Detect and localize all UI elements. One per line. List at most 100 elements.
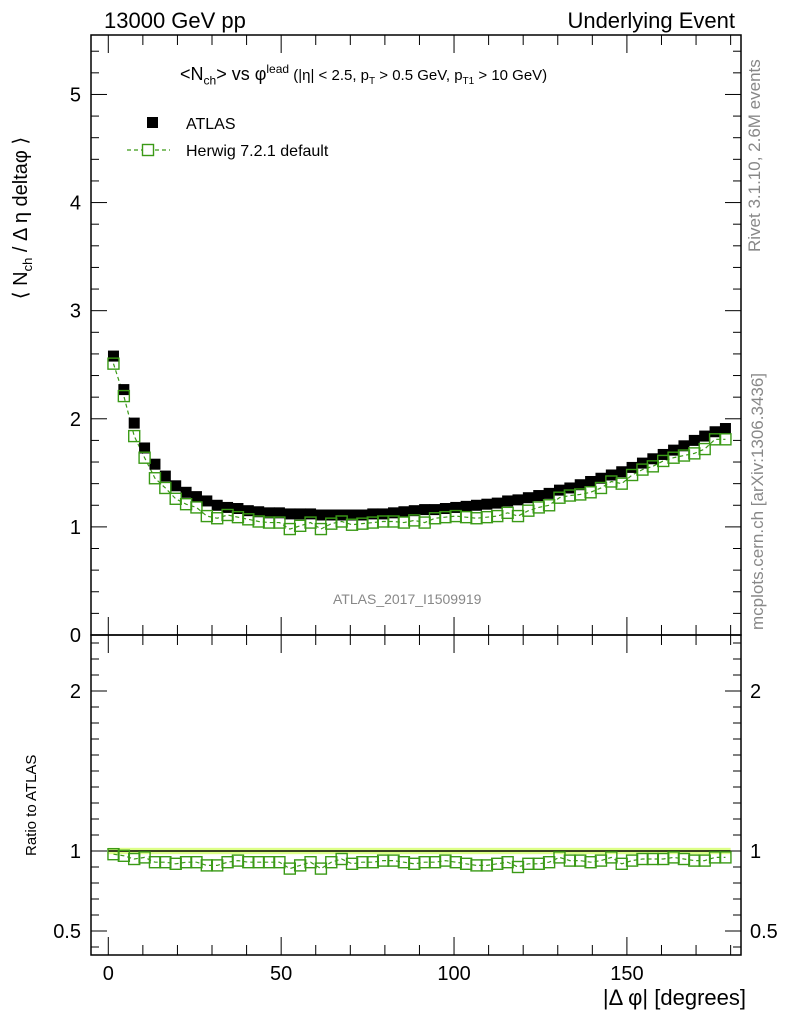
analysis-watermark: ATLAS_2017_I1509919 [333, 591, 482, 607]
herwig-point [719, 433, 732, 446]
herwig-point [117, 389, 131, 403]
legend-label-atlas: ATLAS [186, 116, 236, 133]
herwig-point [594, 481, 608, 495]
atlas-point [636, 457, 648, 469]
atlas-point [388, 507, 400, 519]
atlas-point [305, 508, 317, 520]
ratio-herwig-point [719, 851, 732, 864]
header-analysis-label: Underlying Event [567, 8, 735, 33]
herwig-point [293, 519, 307, 533]
atlas-point [190, 491, 202, 503]
atlas-point [616, 466, 628, 478]
atlas-point [553, 484, 565, 496]
y-tick-label-ratio: 2 [70, 681, 81, 703]
ratio-ylabel: Ratio to ATLAS [23, 754, 40, 856]
rivet-watermark: Rivet 3.1.10, 2.6M events [745, 59, 764, 252]
atlas-point [709, 426, 721, 438]
y-tick-label-ratio: 0.5 [53, 921, 81, 943]
atlas-point [626, 461, 638, 473]
atlas-point [678, 440, 690, 452]
atlas-point [107, 350, 119, 362]
y-tick-label-main: 4 [70, 193, 81, 215]
herwig-point [677, 449, 691, 462]
atlas-point [139, 442, 151, 454]
legend: ATLAS Herwig 7.2.1 default [127, 116, 329, 160]
atlas-point [471, 499, 483, 511]
ratio-herwig-point [283, 862, 297, 875]
herwig-point [190, 501, 203, 514]
atlas-point [356, 509, 368, 521]
atlas-point [263, 507, 275, 519]
atlas-point [699, 430, 711, 442]
main-ylabel: ⟨ Nch / Δ η deltaφ ⟩ [10, 136, 35, 300]
y-tick-label-ratio-right: 0.5 [750, 921, 778, 943]
herwig-point [128, 429, 141, 443]
x-tick-label: 100 [437, 963, 470, 985]
x-tick-label: 150 [610, 963, 643, 985]
herwig-point [169, 492, 182, 505]
ratio-herwig-point [605, 851, 618, 864]
ratio-herwig-point [304, 856, 317, 869]
atlas-point [543, 487, 555, 499]
main-series [107, 350, 732, 536]
atlas-point [647, 453, 659, 465]
atlas-point [512, 494, 524, 506]
herwig-point [148, 472, 162, 485]
ratio-series [107, 847, 732, 875]
atlas-point [605, 469, 617, 481]
ratio-herwig-point [314, 862, 328, 875]
atlas-point [253, 506, 265, 518]
atlas-point [315, 509, 327, 521]
atlas-point [242, 505, 254, 517]
atlas-point [398, 506, 410, 518]
x-axis-label: |Δ φ| [degrees] [602, 985, 746, 1010]
atlas-point [201, 495, 213, 507]
atlas-point [585, 475, 597, 487]
ratio-panel-frame [90, 634, 742, 956]
atlas-point [408, 505, 420, 517]
atlas-point [491, 497, 503, 509]
atlas-point [481, 498, 493, 510]
atlas-point [222, 501, 234, 513]
atlas-point [346, 509, 358, 521]
atlas-point [419, 504, 431, 516]
herwig-point [511, 509, 525, 523]
legend-marker-herwig [141, 143, 155, 157]
legend-label-herwig: Herwig 7.2.1 default [186, 143, 329, 160]
atlas-point [118, 384, 130, 396]
atlas-point [574, 479, 586, 491]
atlas-point [595, 472, 607, 484]
herwig-point [314, 522, 328, 536]
atlas-point [128, 417, 140, 429]
atlas-point [668, 444, 680, 456]
main-title: <Nch> vs φlead (|η| < 2.5, pT > 0.5 GeV,… [180, 62, 548, 88]
axis-ticks [91, 35, 741, 955]
atlas-point [273, 507, 285, 519]
herwig-point [542, 499, 556, 512]
x-tick-label: 50 [270, 963, 292, 985]
atlas-point [522, 492, 534, 504]
herwig-point [159, 481, 172, 495]
ratio-herwig-point [511, 860, 525, 874]
atlas-point [502, 495, 514, 507]
atlas-point [170, 480, 182, 492]
y-tick-label-main: 3 [70, 301, 81, 323]
herwig-point [107, 357, 120, 370]
atlas-point [450, 501, 462, 513]
ratio-herwig-point [273, 856, 286, 869]
atlas-point [719, 423, 731, 435]
atlas-point [284, 508, 296, 520]
x-tick-label: 0 [103, 963, 114, 985]
atlas-point [367, 508, 379, 520]
mcplots-watermark: mcplots.cern.ch [arXiv:1306.3436] [748, 372, 767, 630]
atlas-point [460, 500, 472, 512]
atlas-point [439, 503, 451, 515]
herwig-point [408, 514, 421, 527]
atlas-point [232, 503, 244, 515]
atlas-point [688, 434, 700, 446]
y-tick-label-ratio: 1 [70, 841, 81, 863]
herwig-point [138, 451, 151, 464]
atlas-point [533, 490, 545, 502]
herwig-point [615, 477, 628, 490]
herwig-point [304, 516, 317, 529]
